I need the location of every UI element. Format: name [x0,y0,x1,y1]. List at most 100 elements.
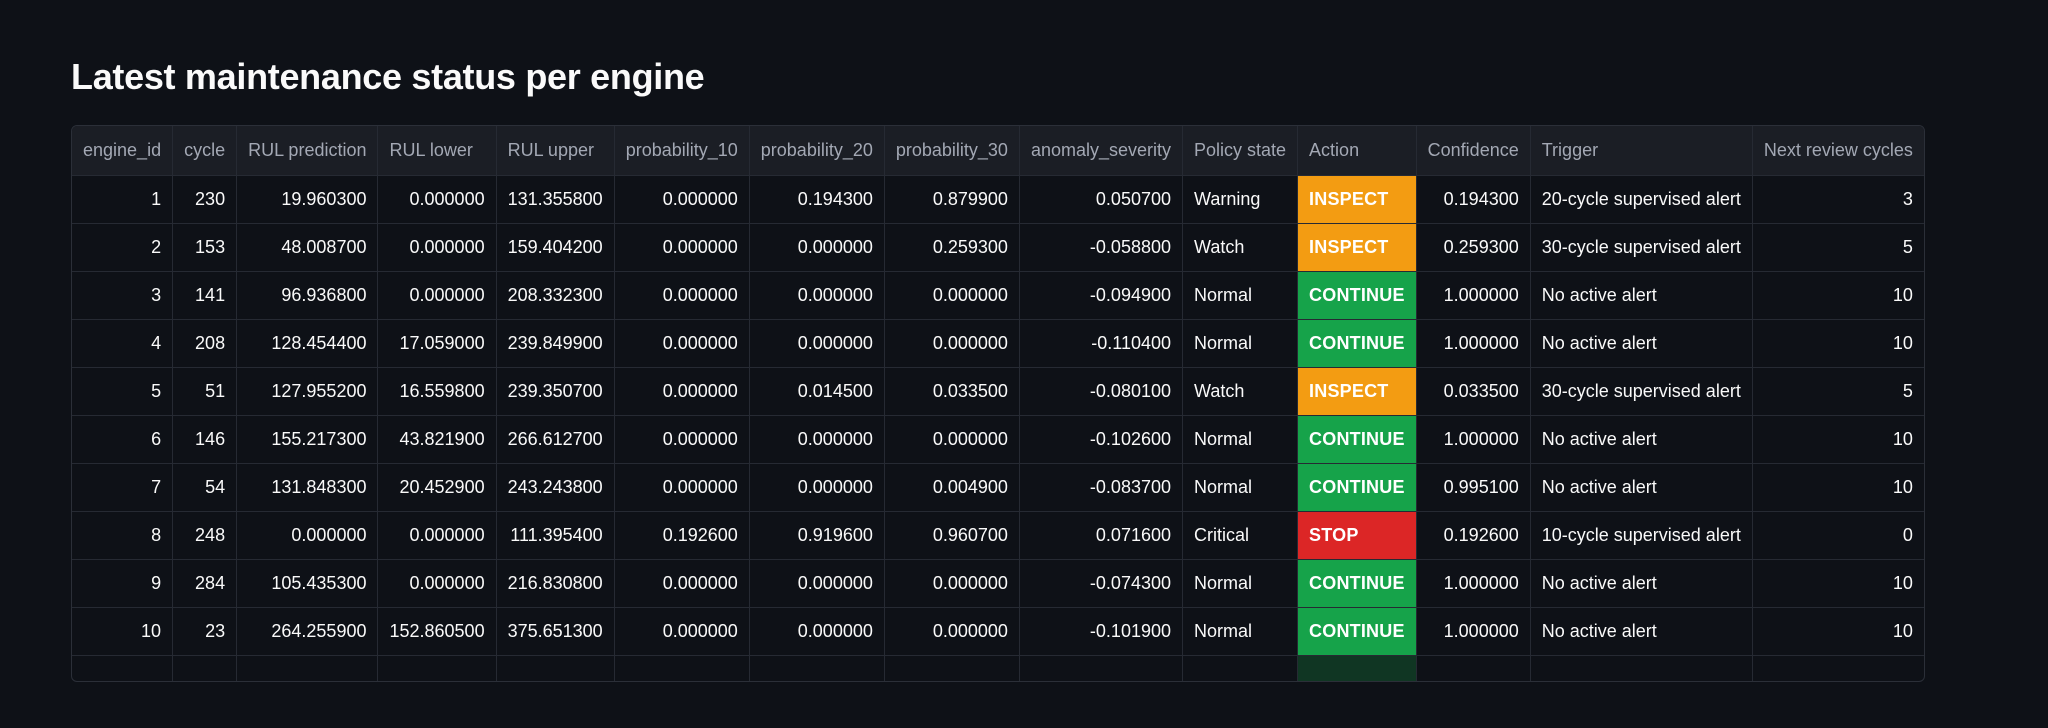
cell-confidence[interactable]: 0.194300 [1416,175,1531,224]
column-header-rul-prediction[interactable]: RUL prediction [236,126,379,176]
cell-engine-id[interactable]: 2 [72,223,174,272]
action-badge[interactable]: CONTINUE [1297,559,1417,608]
cell-probability-20[interactable]: 0.194300 [749,175,885,224]
cell-probability-10[interactable]: 0.000000 [614,415,750,464]
cell-anomaly-severity[interactable]: -0.058800 [1019,223,1184,272]
cell-rul-prediction[interactable]: 48.008700 [236,223,379,272]
cell-cycle[interactable]: 153 [172,223,238,272]
cell-probability-20[interactable]: 0.000000 [749,463,885,512]
action-badge[interactable]: INSPECT [1297,367,1417,416]
cell-confidence[interactable]: 0.259300 [1416,223,1531,272]
table-row[interactable]: 9 284 105.435300 0.000000 216.830800 0.000000… [72,559,1924,608]
cell-anomaly-severity[interactable]: -0.101900 [1019,607,1184,656]
cell-probability-20[interactable]: 0.000000 [749,223,885,272]
cell-confidence[interactable]: 1.000000 [1416,415,1531,464]
cell-rul-upper[interactable]: 159.404200 [496,223,615,272]
cell-rul-upper[interactable]: 216.830800 [496,559,615,608]
cell-policy-state[interactable]: Normal [1182,415,1299,464]
cell-cycle[interactable]: 230 [172,175,238,224]
table-row[interactable]: 5 51 127.955200 16.559800 239.350700 0.000000… [72,367,1924,416]
table-row[interactable]: 8 248 0.000000 0.000000 111.395400 0.192600 0.… [72,511,1924,560]
cell-trigger[interactable]: 30-cycle supervised alert [1530,223,1753,272]
table-row[interactable]: 4 208 128.454400 17.059000 239.849900 0.00000… [72,319,1924,368]
cell-probability-20[interactable]: 0.000000 [749,271,885,320]
cell-trigger[interactable]: 30-cycle supervised alert [1530,367,1753,416]
cell-rul-prediction[interactable]: 155.217300 [236,415,379,464]
cell-rul-lower[interactable]: 0.000000 [377,559,497,608]
cell-probability-10[interactable]: 0.192600 [614,511,750,560]
table-row[interactable]: 6 146 155.217300 43.821900 266.612700 0.00000… [72,415,1924,464]
cell-trigger[interactable]: 10-cycle supervised alert [1530,511,1753,560]
cell-rul-upper[interactable]: 111.395400 [496,511,615,560]
action-badge[interactable]: CONTINUE [1297,415,1417,464]
cell-confidence[interactable]: 0.033500 [1416,367,1531,416]
table-row[interactable]: 1 230 19.960300 0.000000 131.355800 0.000000 0… [72,175,1924,224]
column-header-engine-id[interactable]: engine_id [72,126,174,176]
cell-policy-state[interactable]: Normal [1182,607,1299,656]
cell-rul-upper[interactable]: 208.332300 [496,271,615,320]
cell-rul-prediction[interactable]: 127.955200 [236,367,379,416]
cell-rul-prediction[interactable]: 96.936800 [236,271,379,320]
action-badge[interactable]: CONTINUE [1297,607,1417,656]
column-header-policy-state[interactable]: Policy state [1182,126,1299,176]
column-header-next-review[interactable]: Next review cycles [1752,126,1924,176]
cell-cycle[interactable]: 284 [172,559,238,608]
cell-next-review[interactable]: 10 [1752,415,1924,464]
column-header-trigger[interactable]: Trigger [1530,126,1753,176]
cell-policy-state[interactable]: Normal [1182,559,1299,608]
cell-probability-10[interactable]: 0.000000 [614,223,750,272]
cell-trigger[interactable]: No active alert [1530,319,1753,368]
cell-probability-20[interactable]: 0.000000 [749,319,885,368]
cell-policy-state[interactable]: Normal [1182,271,1299,320]
cell-probability-30[interactable]: 0.000000 [884,559,1020,608]
cell-confidence[interactable]: 1.000000 [1416,607,1531,656]
cell-cycle[interactable]: 146 [172,415,238,464]
cell-probability-30[interactable]: 0.033500 [884,367,1020,416]
column-header-cycle[interactable]: cycle [172,126,238,176]
cell-rul-lower[interactable]: 0.000000 [377,511,497,560]
cell-engine-id[interactable]: 4 [72,319,174,368]
cell-next-review[interactable]: 5 [1752,223,1924,272]
table-row[interactable]: 7 54 131.848300 20.452900 243.243800 0.000000… [72,463,1924,512]
cell-next-review[interactable]: 10 [1752,607,1924,656]
table-row[interactable]: 10 23 264.255900 152.860500 375.651300 0.0000… [72,607,1924,656]
cell-rul-prediction[interactable]: 105.435300 [236,559,379,608]
cell-rul-prediction[interactable]: 19.960300 [236,175,379,224]
cell-probability-30[interactable]: 0.960700 [884,511,1020,560]
cell-policy-state[interactable]: Watch [1182,223,1299,272]
cell-policy-state[interactable]: Warning [1182,175,1299,224]
cell-engine-id[interactable]: 6 [72,415,174,464]
cell-rul-upper[interactable]: 239.849900 [496,319,615,368]
cell-next-review[interactable]: 10 [1752,271,1924,320]
cell-anomaly-severity[interactable]: 0.050700 [1019,175,1184,224]
cell-anomaly-severity[interactable]: -0.110400 [1019,319,1184,368]
column-header-rul-lower[interactable]: RUL lower [377,126,497,176]
cell-rul-upper[interactable]: 243.243800 [496,463,615,512]
cell-next-review[interactable]: 0 [1752,511,1924,560]
column-header-confidence[interactable]: Confidence [1416,126,1531,176]
cell-rul-lower[interactable]: 0.000000 [377,223,497,272]
cell-rul-prediction[interactable]: 131.848300 [236,463,379,512]
column-header-action[interactable]: Action [1297,126,1417,176]
cell-probability-30[interactable]: 0.259300 [884,223,1020,272]
cell-cycle[interactable]: 51 [172,367,238,416]
cell-engine-id[interactable]: 10 [72,607,174,656]
cell-probability-10[interactable]: 0.000000 [614,367,750,416]
cell-cycle[interactable]: 23 [172,607,238,656]
cell-probability-20[interactable]: 0.919600 [749,511,885,560]
column-header-probability-20[interactable]: probability_20 [749,126,885,176]
column-header-probability-10[interactable]: probability_10 [614,126,750,176]
cell-rul-lower[interactable]: 152.860500 [377,607,497,656]
cell-rul-upper[interactable]: 239.350700 [496,367,615,416]
cell-probability-10[interactable]: 0.000000 [614,607,750,656]
cell-trigger[interactable]: No active alert [1530,415,1753,464]
cell-policy-state[interactable]: Normal [1182,463,1299,512]
column-header-rul-upper[interactable]: RUL upper [496,126,615,176]
cell-anomaly-severity[interactable]: -0.080100 [1019,367,1184,416]
cell-engine-id[interactable]: 1 [72,175,174,224]
cell-anomaly-severity[interactable]: -0.074300 [1019,559,1184,608]
cell-rul-prediction[interactable]: 264.255900 [236,607,379,656]
cell-confidence[interactable]: 1.000000 [1416,559,1531,608]
cell-cycle[interactable]: 208 [172,319,238,368]
cell-probability-10[interactable]: 0.000000 [614,319,750,368]
